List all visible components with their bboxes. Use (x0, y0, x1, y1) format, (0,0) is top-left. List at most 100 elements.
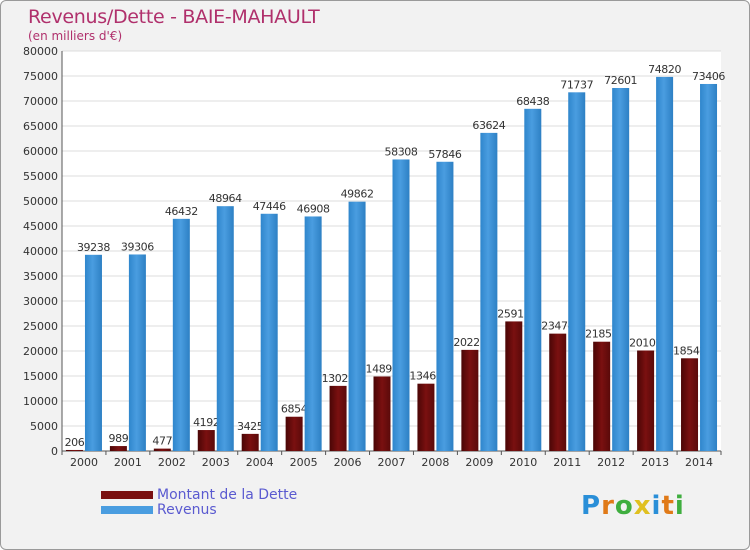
x-tick-label: 2005 (290, 456, 318, 469)
data-label-revenus: 73406 (692, 70, 725, 83)
legend-swatch-revenus (101, 506, 153, 514)
bar-dette (373, 376, 391, 451)
data-label-dette: 25917 (497, 307, 530, 320)
data-label-dette: 6854 (281, 403, 308, 416)
data-label-revenus: 57846 (428, 148, 461, 161)
bar-revenus (304, 216, 322, 451)
bar-dette (109, 446, 127, 451)
legend-label-revenus: Revenus (157, 502, 217, 518)
logo-letter: P (581, 491, 602, 521)
data-label-revenus: 68438 (516, 95, 549, 108)
x-tick-label: 2006 (334, 456, 362, 469)
bar-dette (593, 341, 611, 451)
bar-dette (505, 321, 523, 451)
bar-dette (285, 416, 303, 451)
logo-letter: o (614, 491, 634, 521)
y-tick-label: 0 (51, 445, 58, 458)
bar-dette (461, 349, 479, 451)
x-tick-label: 2014 (685, 456, 713, 469)
y-tick-label: 70000 (23, 95, 58, 108)
data-label-dette: 18542 (673, 344, 706, 357)
bar-dette (241, 433, 259, 451)
x-tick-label: 2004 (246, 456, 274, 469)
bar-dette (197, 430, 215, 451)
legend-label-dette: Montant de la Dette (157, 487, 298, 503)
data-label-dette: 23474 (541, 320, 574, 333)
x-tick-label: 2000 (70, 456, 98, 469)
y-tick-label: 25000 (23, 320, 58, 333)
x-tick-label: 2011 (553, 456, 581, 469)
y-tick-label: 45000 (23, 220, 58, 233)
data-label-revenus: 72601 (604, 74, 637, 87)
logo-letter: i (674, 491, 685, 521)
data-label-dette: 477 (152, 435, 172, 448)
data-label-revenus: 63624 (472, 119, 505, 132)
data-label-revenus: 46908 (297, 202, 330, 215)
data-label-dette: 4192 (193, 416, 219, 429)
x-tick-label: 2010 (509, 456, 537, 469)
y-tick-label: 5000 (30, 420, 58, 433)
data-label-revenus: 47446 (253, 200, 286, 213)
bar-revenus (524, 108, 542, 451)
data-label-revenus: 39238 (77, 241, 110, 254)
y-tick-label: 40000 (23, 245, 58, 258)
bar-revenus (700, 83, 718, 451)
bar-revenus (216, 206, 234, 451)
logo-letter: x (633, 491, 652, 521)
y-tick-label: 65000 (23, 120, 58, 133)
y-tick-label: 50000 (23, 195, 58, 208)
bar-dette (681, 358, 699, 451)
bar-dette (329, 385, 347, 451)
x-tick-label: 2001 (114, 456, 142, 469)
data-label-revenus: 49862 (341, 188, 374, 201)
bar-revenus (172, 218, 190, 451)
x-tick-label: 2008 (421, 456, 449, 469)
bar-revenus (480, 132, 498, 451)
data-label-revenus: 58308 (385, 145, 418, 158)
bar-dette (549, 333, 567, 451)
x-tick-label: 2009 (465, 456, 493, 469)
bar-revenus (348, 201, 366, 451)
bar-dette (417, 383, 435, 451)
bar-revenus (568, 92, 586, 451)
y-tick-label: 15000 (23, 370, 58, 383)
data-label-revenus: 71737 (560, 78, 593, 91)
data-label-revenus: 46432 (165, 205, 198, 218)
bar-dette (637, 350, 655, 451)
chart-subtitle: (en milliers d'€) (28, 29, 123, 43)
x-tick-label: 2002 (158, 456, 186, 469)
bar-revenus (128, 254, 146, 451)
bar-revenus (84, 254, 102, 451)
x-tick-label: 2012 (597, 456, 625, 469)
bar-dette (153, 448, 171, 451)
y-tick-label: 30000 (23, 295, 58, 308)
chart-title: Revenus/Dette - BAIE-MAHAULT (28, 6, 320, 28)
proxiti-logo: Proxiti (581, 491, 685, 521)
data-label-dette: 989 (109, 432, 129, 445)
y-tick-label: 35000 (23, 270, 58, 283)
y-tick-label: 55000 (23, 170, 58, 183)
data-label-dette: 206 (65, 436, 85, 449)
bar-revenus (260, 213, 278, 451)
y-tick-label: 75000 (23, 70, 58, 83)
data-label-dette: 14897 (366, 363, 399, 376)
data-label-dette: 21857 (585, 328, 618, 341)
bar-revenus (436, 161, 454, 451)
y-tick-label: 10000 (23, 395, 58, 408)
data-label-revenus: 74820 (648, 63, 681, 76)
bar-revenus (392, 159, 410, 451)
x-tick-label: 2003 (202, 456, 230, 469)
y-tick-label: 80000 (23, 45, 58, 58)
x-tick-label: 2013 (641, 456, 669, 469)
legend-swatch-dette (101, 491, 153, 499)
bar-dette (65, 449, 83, 451)
data-label-revenus: 48964 (209, 192, 242, 205)
data-label-revenus: 39306 (121, 240, 154, 253)
data-label-dette: 20102 (629, 336, 662, 349)
logo-letter: t (661, 491, 675, 521)
data-label-dette: 13025 (322, 372, 355, 385)
data-label-dette: 3425 (237, 420, 264, 433)
bar-revenus (656, 76, 674, 452)
